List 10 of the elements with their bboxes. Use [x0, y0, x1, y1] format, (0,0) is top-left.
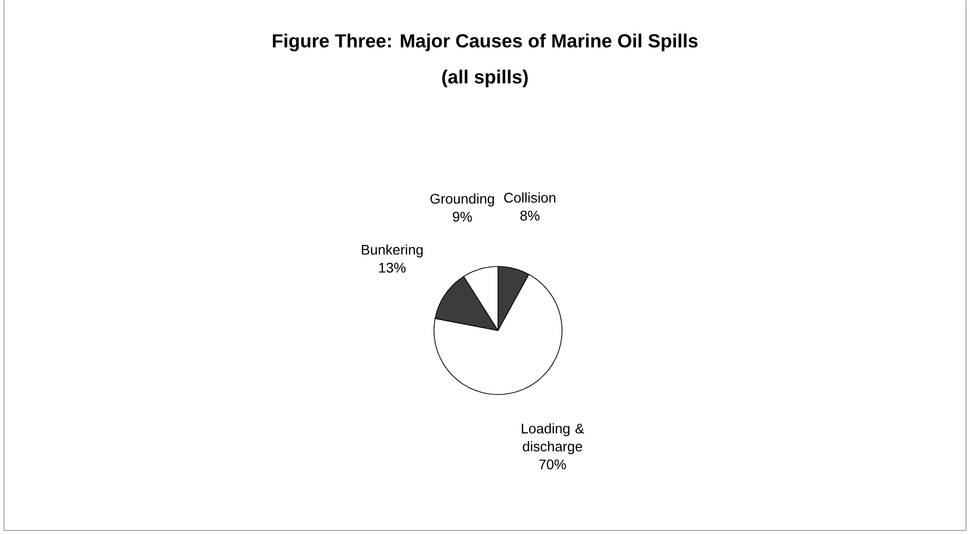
data-label: 70% [539, 459, 566, 470]
chart-subtitle: (all spills) [442, 69, 528, 88]
slice-label: Bunkering [362, 244, 423, 258]
slice-label: Collision [504, 192, 556, 202]
data-label: 8% [520, 210, 540, 220]
slice-label: Grounding [430, 193, 494, 206]
chart-title: Figure Three: Major Causes of Marine Oil Spills [272, 33, 698, 52]
slice-label: Loading & discharge [522, 423, 584, 454]
data-label: 9% [452, 212, 472, 222]
data-label: 13% [379, 262, 406, 272]
